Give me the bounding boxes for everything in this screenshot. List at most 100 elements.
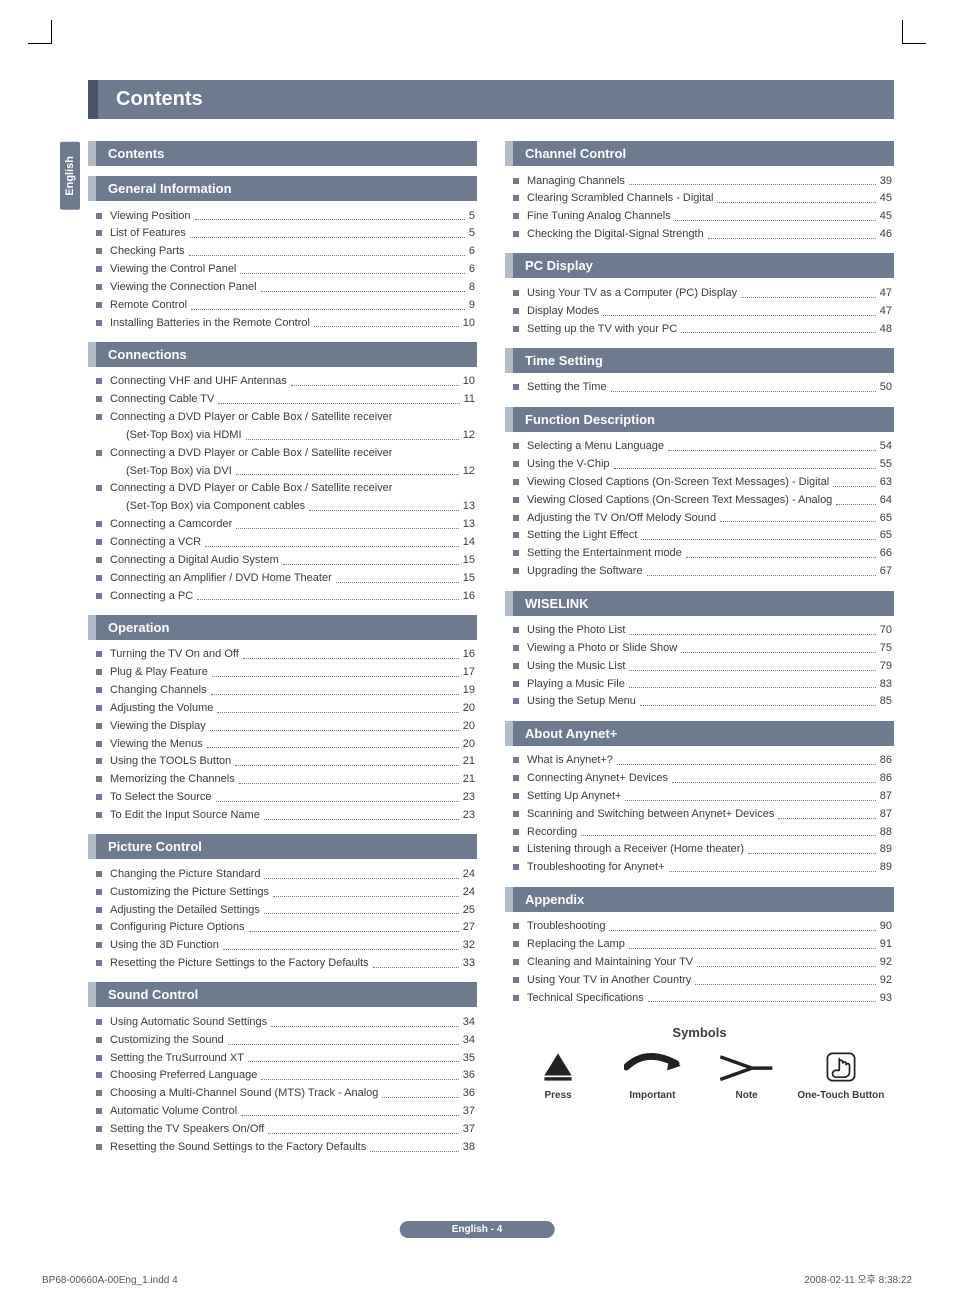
leader-dots [708,238,876,239]
crop-mark [902,20,926,44]
toc-label: To Edit the Input Source Name [110,808,260,823]
toc-item: Setting the Light Effect65 [505,527,894,545]
bullet-icon [112,468,118,474]
toc-page: 34 [463,1015,475,1030]
leader-dots [603,315,876,316]
toc-page: 64 [880,493,892,508]
toc-page: 34 [463,1033,475,1048]
left-column: ContentsGeneral InformationViewing Posit… [88,141,477,1156]
leader-dots [216,801,459,802]
toc-page: 16 [463,647,475,662]
symbols-row: PressImportantNoteOne-Touch Button [505,1050,894,1101]
toc-item: List of Features5 [88,225,477,243]
toc-page: 24 [463,867,475,882]
bullet-icon [96,320,102,326]
toc-label: Setting the TV Speakers On/Off [110,1122,264,1137]
bullet-icon [513,923,519,929]
page-footer-pill: English - 4 [400,1221,555,1238]
toc-page: 37 [463,1104,475,1119]
toc-label: Replacing the Lamp [527,937,625,952]
toc-label: Viewing the Menus [110,737,203,752]
bullet-icon [112,503,118,509]
leader-dots [236,474,459,475]
page-title: Contents [88,80,894,119]
toc-label: Technical Specifications [527,991,644,1006]
toc-label: Changing the Picture Standard [110,867,260,882]
bullet-icon [513,308,519,314]
toc-label: Fine Tuning Analog Channels [527,209,671,224]
bullet-icon [513,532,519,538]
toc-page: 88 [880,825,892,840]
toc-label: Connecting a PC [110,589,193,604]
bullet-icon [96,924,102,930]
leader-dots [370,1151,459,1152]
toc-label: Managing Channels [527,174,625,189]
leader-dots [833,486,876,487]
toc-page: 15 [463,553,475,568]
toc-item: Scanning and Switching between Anynet+ D… [505,805,894,823]
leader-dots [609,930,875,931]
toc-item: Customizing the Sound34 [88,1031,477,1049]
toc-item: Choosing a Multi-Channel Sound (MTS) Tra… [88,1085,477,1103]
leader-dots [668,450,876,451]
toc-page: 20 [463,701,475,716]
toc-label: Connecting a DVD Player or Cable Box / S… [110,446,392,461]
toc-label: Checking the Digital-Signal Strength [527,227,704,242]
leader-dots [189,255,465,256]
toc-page: 8 [469,280,475,295]
toc-item: Viewing Closed Captions (On-Screen Text … [505,491,894,509]
toc-item: Setting Up Anynet+87 [505,787,894,805]
bullet-icon [96,794,102,800]
toc-item: Connecting a DVD Player or Cable Box / S… [88,444,477,462]
bullet-icon [96,557,102,563]
toc-item: Recording88 [505,823,894,841]
toc-label: Setting Up Anynet+ [527,789,621,804]
toc-label: Connecting a VCR [110,535,201,550]
bullet-icon [513,995,519,1001]
toc-page: 14 [463,535,475,550]
toc-item: Connecting a VCR 14 [88,534,477,552]
section-heading: Function Description [505,407,894,432]
toc-item: Installing Batteries in the Remote Contr… [88,314,477,332]
toc-page: 13 [463,499,475,514]
toc-item: Clearing Scrambled Channels - Digital45 [505,190,894,208]
leader-dots [629,184,876,185]
toc-page: 89 [880,842,892,857]
bullet-icon [513,681,519,687]
leader-dots [581,835,876,836]
toc-page: 19 [463,683,475,698]
toc-page: 47 [880,286,892,301]
toc-item: Connecting VHF and UHF Antennas10 [88,373,477,391]
leader-dots [748,853,876,854]
toc-page: 20 [463,737,475,752]
toc-item: Viewing the Display20 [88,717,477,735]
leader-dots [246,439,459,440]
toc-label: Plug & Play Feature [110,665,208,680]
bullet-icon [513,959,519,965]
section-heading: Channel Control [505,141,894,166]
leader-dots [686,557,876,558]
bullet-icon [96,266,102,272]
leader-dots [223,949,459,950]
bullet-icon [96,669,102,675]
toc-label: List of Features [110,226,186,241]
symbols-block: SymbolsPressImportantNoteOne-Touch Butto… [505,1025,894,1101]
toc-label: Viewing the Connection Panel [110,280,257,295]
leader-dots [681,652,876,653]
toc-item: Adjusting the Volume20 [88,699,477,717]
toc-page: 10 [463,316,475,331]
bullet-icon [513,479,519,485]
bullet-icon [513,775,519,781]
leader-dots [191,309,465,310]
bullet-icon [96,651,102,657]
one-touch-button-icon [824,1050,858,1084]
toc-item: Checking Parts6 [88,243,477,261]
section-heading: General Information [88,176,477,201]
leader-dots [648,1001,876,1002]
toc-label: Using the Photo List [527,623,625,638]
toc-item: Viewing the Connection Panel 8 [88,278,477,296]
bullet-icon [96,960,102,966]
bullet-icon [513,326,519,332]
toc-page: 86 [880,771,892,786]
toc-item: Plug & Play Feature17 [88,664,477,682]
